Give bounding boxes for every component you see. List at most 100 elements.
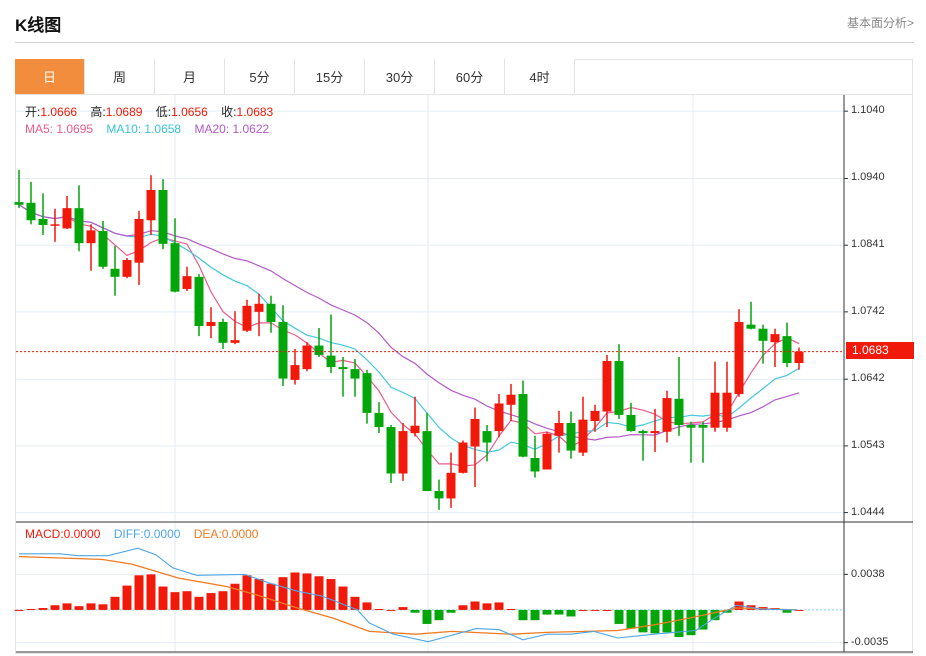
candle-up [650,431,660,434]
candle-down [38,218,48,225]
candle-down [158,189,168,244]
macd-bar [158,586,168,610]
macd-bar [278,577,288,610]
macd-bar [302,573,312,610]
close-label: 收: [221,105,237,119]
tab-30min[interactable]: 30分 [365,59,435,95]
candle-down [782,336,792,364]
macd-bar [614,609,624,624]
macd-bar [650,609,660,634]
tab-week[interactable]: 周 [85,59,155,95]
price-tick: 1.0742 [851,305,885,317]
macd-bar [98,604,108,610]
header-divider [15,42,914,43]
price-tick: 1.0841 [851,238,885,250]
macd-bar [266,583,276,610]
macd-bar [254,579,264,610]
price-tick: 1.0543 [851,439,885,451]
candle-up [554,422,564,436]
candle-up [770,334,780,343]
price-tick: 1.0444 [851,506,885,518]
macd-bar [578,609,588,611]
macd-bar [386,609,396,611]
candle-down [434,491,444,499]
tab-5min[interactable]: 5分 [225,59,295,95]
macd-bar [38,608,48,610]
candle-down [674,398,684,426]
candle-down [278,321,288,379]
candle-down [698,425,708,428]
candle-down [14,202,24,205]
current-price-tag: 1.0683 [846,342,914,359]
fundamental-analysis-link[interactable]: 基本面分析> [846,16,914,30]
candle-up [542,433,552,470]
macd-bar [350,596,360,610]
macd-bar [110,596,120,610]
candle-up [470,418,480,447]
candle-down [74,208,84,244]
candle-up [590,410,600,421]
candle-down [422,431,432,492]
candle-up [50,224,60,226]
candle-down [638,431,648,434]
macd-value: MACD:0.0000 [25,527,101,541]
candle-down [314,345,324,355]
macd-bar [782,609,792,613]
macd-tick: -0.0035 [851,636,889,648]
candle-down [626,414,636,432]
candle-down [614,361,624,415]
macd-bar [74,606,84,610]
candle-up [662,398,672,432]
dea-line [18,555,797,635]
ma5-value: MA5: 1.0695 [25,122,94,136]
macd-bar [218,591,228,610]
macd-bar [290,572,300,610]
candle-up [710,392,720,428]
candle-down [338,367,348,370]
candle-up [230,340,240,343]
macd-bar [518,609,528,621]
macd-bar [458,605,468,610]
macd-bar [398,607,408,610]
tab-day[interactable]: 日 [15,59,85,95]
tab-60min[interactable]: 60分 [435,59,505,95]
macd-bar [374,608,384,610]
candle-up [122,260,132,277]
candle-down [350,369,360,379]
ohlc-legend: 开:1.0666 高:1.0689 低:1.0656 收:1.0683 [25,103,273,120]
macd-bar [686,609,696,636]
ma10-value: MA10: 1.0658 [106,122,182,136]
macd-bar [470,601,480,610]
tab-month[interactable]: 月 [155,59,225,95]
candle-up [734,321,744,395]
macd-legend: MACD:0.0000 DIFF:0.0000 DEA:0.0000 [25,527,258,541]
candle-down [386,427,396,474]
candle-up [578,419,588,453]
candle-down [362,373,372,413]
macd-bar [338,586,348,610]
candle-down [746,324,756,329]
high-label: 高: [90,105,106,119]
macd-bar [710,609,720,621]
candle-up [242,305,252,331]
candle-down [26,202,36,221]
candle-up [398,431,408,474]
macd-bar [86,603,96,610]
macd-bar [50,605,60,610]
candle-up [506,394,516,405]
candle-up [134,218,144,263]
tab-4hour[interactable]: 4时 [505,59,575,95]
price-tick: 1.0940 [851,171,885,183]
candle-down [326,355,336,368]
macd-bar [794,609,804,611]
macd-bar [554,609,564,615]
candle-up [494,403,504,432]
tab-15min[interactable]: 15分 [295,59,365,95]
candle-down [98,231,108,267]
price-tick: 1.1040 [851,104,885,116]
open-label: 开: [25,105,41,119]
macd-bar [230,583,240,610]
period-tabs: 日 周 月 5分 15分 30分 60分 4时 [15,59,575,95]
macd-bar [590,609,600,611]
